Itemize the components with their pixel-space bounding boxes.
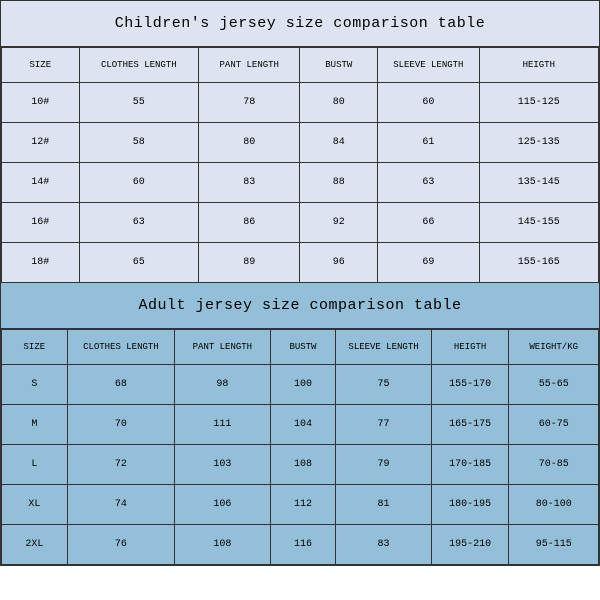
adult-cell: 76	[67, 525, 174, 565]
children-cell: 83	[199, 163, 300, 203]
table-row: 14#60838863135-145	[2, 163, 599, 203]
adult-cell: 170-185	[431, 445, 509, 485]
children-cell: 80	[300, 83, 378, 123]
children-cell: 65	[79, 243, 198, 283]
adult-header-cell: BUSTW	[270, 330, 336, 365]
adult-cell: 100	[270, 365, 336, 405]
adult-header-cell: SIZE	[2, 330, 68, 365]
adult-cell: 155-170	[431, 365, 509, 405]
children-cell: 58	[79, 123, 198, 163]
adult-cell: 111	[175, 405, 271, 445]
adult-cell: XL	[2, 485, 68, 525]
adult-header-cell: CLOTHES LENGTH	[67, 330, 174, 365]
children-cell: 63	[79, 203, 198, 243]
adult-cell: L	[2, 445, 68, 485]
adult-header-cell: PANT LENGTH	[175, 330, 271, 365]
adult-header-cell: SLEEVE LENGTH	[336, 330, 432, 365]
children-cell: 12#	[2, 123, 80, 163]
adult-cell: 55-65	[509, 365, 599, 405]
children-cell: 14#	[2, 163, 80, 203]
adult-cell: 79	[336, 445, 432, 485]
children-header-cell: HEIGTH	[479, 48, 598, 83]
children-cell: 63	[378, 163, 479, 203]
children-header-cell: PANT LENGTH	[199, 48, 300, 83]
adult-cell: 180-195	[431, 485, 509, 525]
children-header-row: SIZECLOTHES LENGTHPANT LENGTHBUSTWSLEEVE…	[2, 48, 599, 83]
children-cell: 66	[378, 203, 479, 243]
adult-cell: M	[2, 405, 68, 445]
children-cell: 16#	[2, 203, 80, 243]
children-cell: 115-125	[479, 83, 598, 123]
children-cell: 145-155	[479, 203, 598, 243]
adult-cell: 77	[336, 405, 432, 445]
children-cell: 88	[300, 163, 378, 203]
children-cell: 84	[300, 123, 378, 163]
children-cell: 92	[300, 203, 378, 243]
adult-cell: 195-210	[431, 525, 509, 565]
adult-cell: 70	[67, 405, 174, 445]
adult-cell: 60-75	[509, 405, 599, 445]
adult-cell: 103	[175, 445, 271, 485]
children-cell: 86	[199, 203, 300, 243]
children-tbody: 10#55788060115-12512#58808461125-13514#6…	[2, 83, 599, 283]
children-cell: 78	[199, 83, 300, 123]
table-row: 18#65899669155-165	[2, 243, 599, 283]
adult-cell: 75	[336, 365, 432, 405]
children-cell: 60	[378, 83, 479, 123]
children-cell: 60	[79, 163, 198, 203]
adult-cell: 70-85	[509, 445, 599, 485]
table-row: 12#58808461125-135	[2, 123, 599, 163]
table-row: 2XL7610811683195-21095-115	[2, 525, 599, 565]
children-cell: 18#	[2, 243, 80, 283]
children-cell: 135-145	[479, 163, 598, 203]
table-row: L7210310879170-18570-85	[2, 445, 599, 485]
adult-cell: 112	[270, 485, 336, 525]
adult-size-table: SIZECLOTHES LENGTHPANT LENGTHBUSTWSLEEVE…	[1, 329, 599, 565]
adult-cell: S	[2, 365, 68, 405]
adult-header-row: SIZECLOTHES LENGTHPANT LENGTHBUSTWSLEEVE…	[2, 330, 599, 365]
adult-cell: 165-175	[431, 405, 509, 445]
size-chart-container: Children's jersey size comparison table …	[0, 0, 600, 566]
adult-cell: 116	[270, 525, 336, 565]
adult-cell: 95-115	[509, 525, 599, 565]
adult-cell: 68	[67, 365, 174, 405]
children-cell: 96	[300, 243, 378, 283]
adult-cell: 72	[67, 445, 174, 485]
table-row: 10#55788060115-125	[2, 83, 599, 123]
children-cell: 125-135	[479, 123, 598, 163]
adult-tbody: S689810075155-17055-65M7011110477165-175…	[2, 365, 599, 565]
children-cell: 89	[199, 243, 300, 283]
table-row: S689810075155-17055-65	[2, 365, 599, 405]
adult-cell: 98	[175, 365, 271, 405]
adult-cell: 108	[175, 525, 271, 565]
children-cell: 10#	[2, 83, 80, 123]
table-row: XL7410611281180-19580-100	[2, 485, 599, 525]
adult-header-cell: WEIGHT/KG	[509, 330, 599, 365]
table-row: M7011110477165-17560-75	[2, 405, 599, 445]
children-cell: 61	[378, 123, 479, 163]
children-header-cell: CLOTHES LENGTH	[79, 48, 198, 83]
adult-cell: 81	[336, 485, 432, 525]
adult-cell: 83	[336, 525, 432, 565]
adult-header-cell: HEIGTH	[431, 330, 509, 365]
adult-table-title: Adult jersey size comparison table	[1, 283, 599, 329]
adult-cell: 74	[67, 485, 174, 525]
table-row: 16#63869266145-155	[2, 203, 599, 243]
adult-cell: 104	[270, 405, 336, 445]
children-table-title: Children's jersey size comparison table	[1, 1, 599, 47]
children-header-cell: BUSTW	[300, 48, 378, 83]
children-header-cell: SIZE	[2, 48, 80, 83]
children-cell: 55	[79, 83, 198, 123]
children-cell: 155-165	[479, 243, 598, 283]
children-cell: 80	[199, 123, 300, 163]
adult-cell: 108	[270, 445, 336, 485]
children-header-cell: SLEEVE LENGTH	[378, 48, 479, 83]
adult-cell: 2XL	[2, 525, 68, 565]
children-size-table: SIZECLOTHES LENGTHPANT LENGTHBUSTWSLEEVE…	[1, 47, 599, 283]
adult-cell: 80-100	[509, 485, 599, 525]
adult-cell: 106	[175, 485, 271, 525]
children-cell: 69	[378, 243, 479, 283]
